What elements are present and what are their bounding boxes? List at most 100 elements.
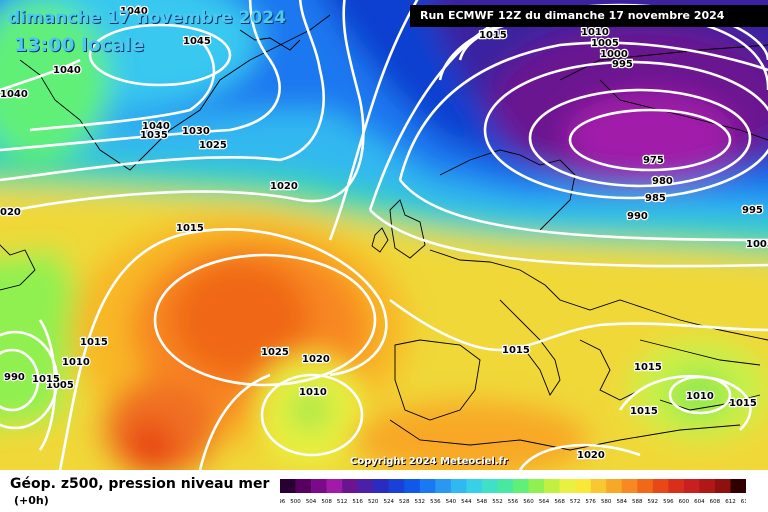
geopotential-pressure-map: 1045 1040 1040 1040 1040 1035 1030 1025 … (0, 0, 768, 470)
scale-tick-label: 612 (725, 499, 736, 505)
isobar-label: 1015 (176, 223, 204, 234)
scale-swatch (466, 479, 483, 493)
isobar-labels: 1045 1040 1040 1040 1040 1035 1030 1025 … (0, 5, 768, 463)
scale-swatch (714, 479, 731, 493)
scale-swatch (544, 479, 560, 493)
scale-swatch (683, 479, 700, 493)
scale-swatch (730, 479, 746, 493)
isobar-label: 1040 (53, 65, 81, 76)
scale-tick-label: 516 (352, 499, 363, 505)
scale-tick-label: 592 (648, 499, 659, 505)
scale-swatch (699, 479, 716, 493)
scale-tick-label: 504 (306, 499, 317, 505)
scale-tick-label: 532 (415, 499, 426, 505)
scale-tick-label: 520 (368, 499, 379, 505)
scale-tick-label: 556 (508, 499, 519, 505)
isobar-label: 1040 (0, 89, 28, 100)
scale-swatch (373, 479, 390, 493)
scale-tick-label: 580 (601, 499, 612, 505)
scale-tick-label: 600 (679, 499, 690, 505)
map-title: Géop. z500, pression niveau mer (10, 476, 270, 492)
isobar-label: 1005 (591, 38, 619, 49)
scale-swatch (575, 479, 591, 493)
scale-tick-label: 524 (383, 499, 394, 505)
isobar-label: 985 (645, 193, 666, 204)
forecast-date: dimanche 17 novembre 2024 (8, 8, 286, 28)
geopotential-color-field (0, 0, 768, 470)
model-run-banner: Run ECMWF 12Z du dimanche 17 novembre 20… (410, 5, 768, 27)
scale-tick-label: 588 (632, 499, 643, 505)
isobar-label: 1005 (746, 239, 768, 250)
isobar-label: 1025 (261, 347, 289, 358)
scale-tick-label: 528 (399, 499, 410, 505)
scale-tick-label: 568 (554, 499, 565, 505)
isobar-label: 995 (742, 205, 763, 216)
isobar-label: 1005 (46, 380, 74, 391)
scale-swatch (435, 479, 452, 493)
scale-tick-label: 552 (492, 499, 503, 505)
scale-tick-label: 544 (461, 499, 472, 505)
scale-swatch (606, 479, 623, 493)
isobar-label: 1015 (502, 345, 530, 356)
scale-swatch (419, 479, 436, 493)
isobar-label: 975 (643, 155, 664, 166)
scale-swatch (513, 479, 529, 493)
scale-swatch (388, 479, 405, 493)
isobar-label: 1015 (634, 362, 662, 373)
scale-swatch (590, 479, 607, 493)
scale-swatch (668, 479, 685, 493)
isobar-label: 1040 (142, 121, 170, 132)
isobar-label: 1010 (62, 357, 90, 368)
scale-swatch (621, 479, 638, 493)
isobar-label: 1020 (302, 354, 330, 365)
scale-swatch (652, 479, 669, 493)
scale-tick-label: 536 (430, 499, 441, 505)
scale-tick-label: 500 (290, 499, 301, 505)
scale-swatch (295, 479, 312, 493)
scale-swatch (528, 479, 545, 493)
isobar-label: 990 (4, 372, 25, 383)
isobar-label: 1020 (270, 181, 298, 192)
isobar-label: 1020 (577, 450, 605, 461)
scale-tick-label: 572 (570, 499, 581, 505)
isobar-label: 995 (612, 59, 633, 70)
isobar-label: 1045 (183, 36, 211, 47)
isobar-label: 1015 (32, 374, 60, 385)
scale-tick-label: 584 (616, 499, 627, 505)
coastlines (0, 14, 768, 451)
scale-tick-label: 496 (280, 499, 286, 505)
scale-tick-label: 560 (523, 499, 534, 505)
scale-swatch (481, 479, 498, 493)
scale-swatch (357, 479, 374, 493)
isobar-label: 1015 (729, 398, 757, 409)
isobar-label: 1015 (630, 406, 658, 417)
isobar-label: 1010 (581, 27, 609, 38)
isobar-label: 980 (652, 176, 673, 187)
scale-tick-label: 512 (337, 499, 348, 505)
copyright-notice: Copyright 2024 Meteociel.fr (350, 456, 508, 467)
legend-bar: Géop. z500, pression niveau mer (+0h) 49… (0, 470, 768, 512)
color-scale: 496 500 504 508 512 516 520 524 528 532 536 540 544 5… (280, 479, 746, 505)
scale-swatch (311, 479, 327, 493)
scale-tick-label: 540 (446, 499, 457, 505)
isobar-label: 1010 (686, 391, 714, 402)
isobar-label: 1040 (120, 6, 148, 17)
isobar-label: 1010 (299, 387, 327, 398)
isobar-label: 020 (0, 207, 21, 218)
isobar-label: 1015 (479, 30, 507, 41)
isobar-label: 1025 (199, 140, 227, 151)
scale-swatch (559, 479, 576, 493)
scale-tick-label: 564 (539, 499, 550, 505)
scale-tick-label: 548 (477, 499, 488, 505)
scale-swatch (342, 479, 358, 493)
scale-swatch (497, 479, 514, 493)
isobar-label: 1015 (80, 337, 108, 348)
scale-tick-label: 596 (663, 499, 674, 505)
scale-swatch (326, 479, 343, 493)
scale-swatch (637, 479, 654, 493)
scale-swatch (280, 479, 296, 493)
scale-tick-label: 616 (741, 499, 746, 505)
scale-tick-label: 576 (585, 499, 596, 505)
isobar-label: 1000 (600, 49, 628, 60)
isobar-label: 1035 (140, 130, 168, 141)
